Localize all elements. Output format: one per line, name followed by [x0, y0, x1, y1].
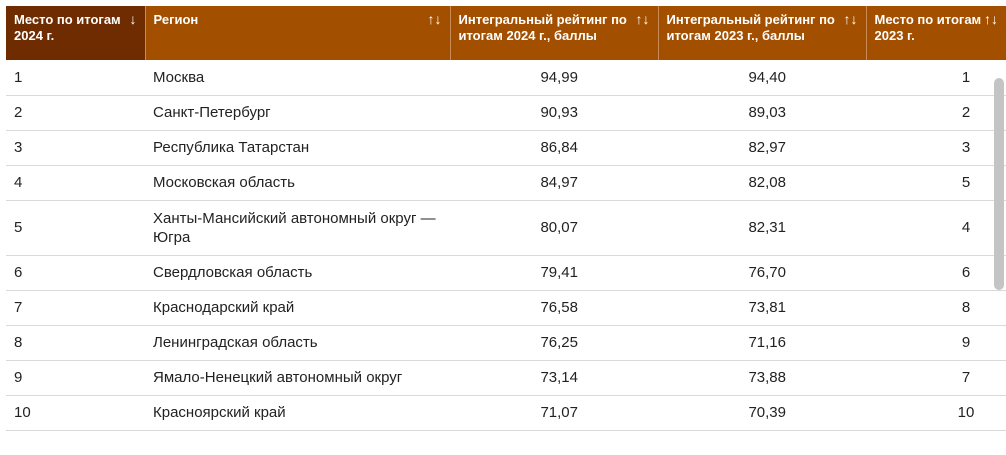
cell-region: Краснодарский край	[145, 290, 450, 326]
cell-rating-2024: 86,84	[450, 130, 658, 166]
cell-place-2024: 4	[6, 165, 145, 201]
rating-table: Место по итогам 2024 г. ↓ Регион ↑↓ Инте…	[6, 6, 1006, 431]
cell-place-2023: 7	[866, 360, 1006, 396]
cell-rating-2023: 73,81	[658, 290, 866, 326]
cell-rating-2024: 94,99	[450, 60, 658, 96]
rating-table-container: Место по итогам 2024 г. ↓ Регион ↑↓ Инте…	[6, 6, 1006, 455]
sort-desc-icon[interactable]: ↓	[129, 11, 137, 27]
cell-rating-2023: 89,03	[658, 95, 866, 131]
cell-region: Санкт-Петербург	[145, 95, 450, 131]
table-row: 8 Ленинградская область 76,25 71,16 9	[6, 325, 1006, 361]
cell-rating-2023: 82,97	[658, 130, 866, 166]
cell-place-2023: 9	[866, 325, 1006, 361]
table-row: 6 Свердловская область 79,41 76,70 6	[6, 255, 1006, 291]
col-header-place-2023[interactable]: Место по итогам 2023 г. ↑↓	[866, 6, 1006, 60]
cell-rating-2024: 84,97	[450, 165, 658, 201]
cell-place-2023: 6	[866, 255, 1006, 291]
cell-rating-2023: 82,08	[658, 165, 866, 201]
col-header-rating-2023[interactable]: Интегральный рейтинг по итогам 2023 г., …	[658, 6, 867, 60]
cell-rating-2024: 73,14	[450, 360, 658, 396]
col-header-place-2024[interactable]: Место по итогам 2024 г. ↓	[6, 6, 146, 60]
header-row: Место по итогам 2024 г. ↓ Регион ↑↓ Инте…	[6, 6, 1006, 60]
cell-rating-2023: 82,31	[658, 200, 866, 256]
cell-rating-2023: 73,88	[658, 360, 866, 396]
cell-region: Красноярский край	[145, 395, 450, 431]
table-row: 9 Ямало-Ненецкий автономный округ 73,14 73,…	[6, 360, 1006, 396]
sort-toggle-icon[interactable]: ↑↓	[984, 11, 998, 27]
sort-toggle-icon[interactable]: ↑↓	[635, 11, 650, 27]
cell-region: Республика Татарстан	[145, 130, 450, 166]
cell-place-2024: 6	[6, 255, 145, 291]
cell-region: Ямало-Ненецкий автономный округ	[145, 360, 450, 396]
vertical-scrollbar[interactable]	[994, 78, 1004, 290]
col-header-region[interactable]: Регион ↑↓	[145, 6, 451, 60]
cell-place-2024: 10	[6, 395, 145, 431]
table-row: 4 Московская область 84,97 82,08 5	[6, 165, 1006, 201]
cell-place-2024: 1	[6, 60, 145, 96]
sort-toggle-icon[interactable]: ↑↓	[427, 11, 442, 27]
cell-place-2023: 2	[866, 95, 1006, 131]
cell-place-2023: 3	[866, 130, 1006, 166]
cell-place-2023: 1	[866, 60, 1006, 96]
table-row: 1 Москва 94,99 94,40 1	[6, 60, 1006, 96]
sort-toggle-icon[interactable]: ↑↓	[843, 11, 858, 27]
col-header-label: Интегральный рейтинг по итогам 2023 г., …	[666, 12, 835, 43]
cell-place-2023: 4	[866, 200, 1006, 256]
col-header-rating-2024[interactable]: Интегральный рейтинг по итогам 2024 г., …	[450, 6, 659, 60]
cell-rating-2024: 71,07	[450, 395, 658, 431]
cell-place-2024: 7	[6, 290, 145, 326]
cell-place-2024: 2	[6, 95, 145, 131]
cell-rating-2024: 90,93	[450, 95, 658, 131]
cell-rating-2024: 79,41	[450, 255, 658, 291]
col-header-label: Регион	[153, 12, 199, 27]
table-row: 5 Ханты-Мансийский автономный округ — Югр…	[6, 200, 1006, 256]
cell-region: Ханты-Мансийский автономный округ — Югра	[145, 200, 450, 256]
table-row: 7 Краснодарский край 76,58 73,81 8	[6, 290, 1006, 326]
table-row: 3 Республика Татарстан 86,84 82,97 3	[6, 130, 1006, 166]
cell-place-2024: 8	[6, 325, 145, 361]
cell-rating-2024: 80,07	[450, 200, 658, 256]
cell-rating-2023: 71,16	[658, 325, 866, 361]
cell-place-2024: 5	[6, 200, 145, 256]
cell-rating-2024: 76,25	[450, 325, 658, 361]
cell-place-2023: 10	[866, 395, 1006, 431]
cell-rating-2023: 70,39	[658, 395, 866, 431]
cell-rating-2024: 76,58	[450, 290, 658, 326]
table-row: 2 Санкт-Петербург 90,93 89,03 2	[6, 95, 1006, 131]
cell-region: Свердловская область	[145, 255, 450, 291]
cell-region: Москва	[145, 60, 450, 96]
cell-region: Ленинградская область	[145, 325, 450, 361]
cell-place-2023: 8	[866, 290, 1006, 326]
col-header-label: Место по итогам 2023 г.	[874, 12, 982, 43]
cell-place-2023: 5	[866, 165, 1006, 201]
cell-rating-2023: 94,40	[658, 60, 866, 96]
col-header-label: Интегральный рейтинг по итогам 2024 г., …	[458, 12, 627, 43]
cell-place-2024: 3	[6, 130, 145, 166]
table-row: 10 Красноярский край 71,07 70,39 10	[6, 395, 1006, 431]
cell-rating-2023: 76,70	[658, 255, 866, 291]
cell-region: Московская область	[145, 165, 450, 201]
col-header-label: Место по итогам 2024 г.	[14, 12, 121, 43]
cell-place-2024: 9	[6, 360, 145, 396]
